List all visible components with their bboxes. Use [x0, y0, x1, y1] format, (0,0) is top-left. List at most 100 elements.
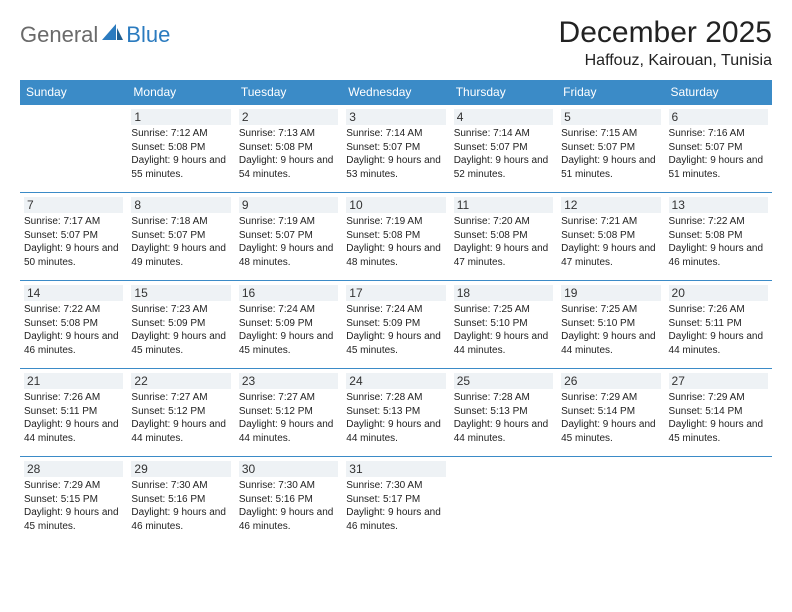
day-cell: 2 Sunrise: 7:13 AMSunset: 5:08 PMDaylight… — [235, 105, 342, 193]
day-number: 1 — [131, 109, 230, 125]
day-number: 15 — [131, 285, 230, 301]
day-info: Sunrise: 7:18 AMSunset: 5:07 PMDaylight:… — [131, 215, 230, 269]
title-block: December 2025 Haffouz, Kairouan, Tunisia — [559, 16, 772, 70]
day-number: 23 — [239, 373, 338, 389]
day-number: 12 — [561, 197, 660, 213]
day-info: Sunrise: 7:15 AMSunset: 5:07 PMDaylight:… — [561, 127, 660, 181]
day-cell: 21Sunrise: 7:26 AMSunset: 5:11 PMDayligh… — [20, 369, 127, 457]
day-number: 17 — [346, 285, 445, 301]
weekday-header: Saturday — [665, 80, 772, 105]
day-number: 27 — [669, 373, 768, 389]
location: Haffouz, Kairouan, Tunisia — [559, 52, 772, 70]
day-cell: 6 Sunrise: 7:16 AMSunset: 5:07 PMDaylight… — [665, 105, 772, 193]
day-info: Sunrise: 7:22 AMSunset: 5:08 PMDaylight:… — [669, 215, 768, 269]
calendar-table: Sunday Monday Tuesday Wednesday Thursday… — [20, 80, 772, 545]
day-info: Sunrise: 7:29 AMSunset: 5:14 PMDaylight:… — [561, 391, 660, 445]
day-info: Sunrise: 7:30 AMSunset: 5:16 PMDaylight:… — [131, 479, 230, 533]
day-cell: 12 Sunrise: 7:21 AMSunset: 5:08 PMDayligh… — [557, 193, 664, 281]
day-cell: 19Sunrise: 7:25 AMSunset: 5:10 PMDayligh… — [557, 281, 664, 369]
weekday-header: Wednesday — [342, 80, 449, 105]
day-number: 9 — [239, 197, 338, 213]
day-info: Sunrise: 7:17 AMSunset: 5:07 PMDaylight:… — [24, 215, 123, 269]
day-number: 7 — [24, 197, 123, 213]
logo-text-general: General — [20, 22, 98, 48]
day-cell: 7 Sunrise: 7:17 AMSunset: 5:07 PMDaylight… — [20, 193, 127, 281]
weekday-header: Sunday — [20, 80, 127, 105]
day-cell — [557, 457, 664, 545]
day-cell: 1 Sunrise: 7:12 AMSunset: 5:08 PMDaylight… — [127, 105, 234, 193]
day-number: 31 — [346, 461, 445, 477]
day-cell: 28 Sunrise: 7:29 AMSunset: 5:15 PMDayligh… — [20, 457, 127, 545]
day-number: 5 — [561, 109, 660, 125]
day-info: Sunrise: 7:26 AMSunset: 5:11 PMDaylight:… — [24, 391, 123, 445]
day-number: 29 — [131, 461, 230, 477]
day-cell: 14Sunrise: 7:22 AMSunset: 5:08 PMDayligh… — [20, 281, 127, 369]
week-row: 1 Sunrise: 7:12 AMSunset: 5:08 PMDaylight… — [20, 105, 772, 193]
day-info: Sunrise: 7:29 AMSunset: 5:15 PMDaylight:… — [24, 479, 123, 533]
day-cell: 27 Sunrise: 7:29 AMSunset: 5:14 PMDayligh… — [665, 369, 772, 457]
month-title: December 2025 — [559, 16, 772, 50]
day-cell: 26 Sunrise: 7:29 AMSunset: 5:14 PMDayligh… — [557, 369, 664, 457]
day-number: 11 — [454, 197, 553, 213]
day-cell — [450, 457, 557, 545]
day-cell — [665, 457, 772, 545]
day-info: Sunrise: 7:29 AMSunset: 5:14 PMDaylight:… — [669, 391, 768, 445]
day-cell: 30Sunrise: 7:30 AMSunset: 5:16 PMDayligh… — [235, 457, 342, 545]
header: General Blue December 2025 Haffouz, Kair… — [20, 16, 772, 70]
day-number: 26 — [561, 373, 660, 389]
day-info: Sunrise: 7:19 AMSunset: 5:07 PMDaylight:… — [239, 215, 338, 269]
day-info: Sunrise: 7:28 AMSunset: 5:13 PMDaylight:… — [454, 391, 553, 445]
day-cell: 10Sunrise: 7:19 AMSunset: 5:08 PMDayligh… — [342, 193, 449, 281]
weekday-header: Friday — [557, 80, 664, 105]
day-cell: 25 Sunrise: 7:28 AMSunset: 5:13 PMDayligh… — [450, 369, 557, 457]
logo-sail-icon — [102, 24, 124, 47]
day-cell: 3Sunrise: 7:14 AMSunset: 5:07 PMDaylight… — [342, 105, 449, 193]
day-cell: 11Sunrise: 7:20 AMSunset: 5:08 PMDayligh… — [450, 193, 557, 281]
week-row: 28 Sunrise: 7:29 AMSunset: 5:15 PMDayligh… — [20, 457, 772, 545]
day-cell: 4 Sunrise: 7:14 AMSunset: 5:07 PMDaylight… — [450, 105, 557, 193]
day-info: Sunrise: 7:14 AMSunset: 5:07 PMDaylight:… — [346, 127, 445, 181]
day-cell: 22 Sunrise: 7:27 AMSunset: 5:12 PMDayligh… — [127, 369, 234, 457]
day-number: 16 — [239, 285, 338, 301]
weekday-header: Tuesday — [235, 80, 342, 105]
day-cell: 24Sunrise: 7:28 AMSunset: 5:13 PMDayligh… — [342, 369, 449, 457]
day-info: Sunrise: 7:30 AMSunset: 5:17 PMDaylight:… — [346, 479, 445, 533]
week-row: 14Sunrise: 7:22 AMSunset: 5:08 PMDayligh… — [20, 281, 772, 369]
day-info: Sunrise: 7:25 AMSunset: 5:10 PMDaylight:… — [561, 303, 660, 357]
day-info: Sunrise: 7:27 AMSunset: 5:12 PMDaylight:… — [239, 391, 338, 445]
day-number: 25 — [454, 373, 553, 389]
day-number: 6 — [669, 109, 768, 125]
day-cell: 15Sunrise: 7:23 AMSunset: 5:09 PMDayligh… — [127, 281, 234, 369]
day-cell: 16 Sunrise: 7:24 AMSunset: 5:09 PMDayligh… — [235, 281, 342, 369]
day-cell: 18Sunrise: 7:25 AMSunset: 5:10 PMDayligh… — [450, 281, 557, 369]
day-info: Sunrise: 7:26 AMSunset: 5:11 PMDaylight:… — [669, 303, 768, 357]
day-cell — [20, 105, 127, 193]
day-cell: 9 Sunrise: 7:19 AMSunset: 5:07 PMDaylight… — [235, 193, 342, 281]
logo: General Blue — [20, 22, 170, 48]
day-cell: 20Sunrise: 7:26 AMSunset: 5:11 PMDayligh… — [665, 281, 772, 369]
day-info: Sunrise: 7:24 AMSunset: 5:09 PMDaylight:… — [239, 303, 338, 357]
logo-text-blue: Blue — [126, 22, 170, 48]
day-number: 13 — [669, 197, 768, 213]
weekday-header: Monday — [127, 80, 234, 105]
day-info: Sunrise: 7:24 AMSunset: 5:09 PMDaylight:… — [346, 303, 445, 357]
day-number: 22 — [131, 373, 230, 389]
day-number: 24 — [346, 373, 445, 389]
weekday-header: Thursday — [450, 80, 557, 105]
day-cell: 31 Sunrise: 7:30 AMSunset: 5:17 PMDayligh… — [342, 457, 449, 545]
day-info: Sunrise: 7:13 AMSunset: 5:08 PMDaylight:… — [239, 127, 338, 181]
day-cell: 8 Sunrise: 7:18 AMSunset: 5:07 PMDaylight… — [127, 193, 234, 281]
day-info: Sunrise: 7:19 AMSunset: 5:08 PMDaylight:… — [346, 215, 445, 269]
day-number: 8 — [131, 197, 230, 213]
day-number: 28 — [24, 461, 123, 477]
day-info: Sunrise: 7:14 AMSunset: 5:07 PMDaylight:… — [454, 127, 553, 181]
day-info: Sunrise: 7:21 AMSunset: 5:08 PMDaylight:… — [561, 215, 660, 269]
day-number: 2 — [239, 109, 338, 125]
day-number: 4 — [454, 109, 553, 125]
day-cell: 13 Sunrise: 7:22 AMSunset: 5:08 PMDayligh… — [665, 193, 772, 281]
day-number: 30 — [239, 461, 338, 477]
day-info: Sunrise: 7:27 AMSunset: 5:12 PMDaylight:… — [131, 391, 230, 445]
day-info: Sunrise: 7:12 AMSunset: 5:08 PMDaylight:… — [131, 127, 230, 181]
day-info: Sunrise: 7:16 AMSunset: 5:07 PMDaylight:… — [669, 127, 768, 181]
day-number: 14 — [24, 285, 123, 301]
